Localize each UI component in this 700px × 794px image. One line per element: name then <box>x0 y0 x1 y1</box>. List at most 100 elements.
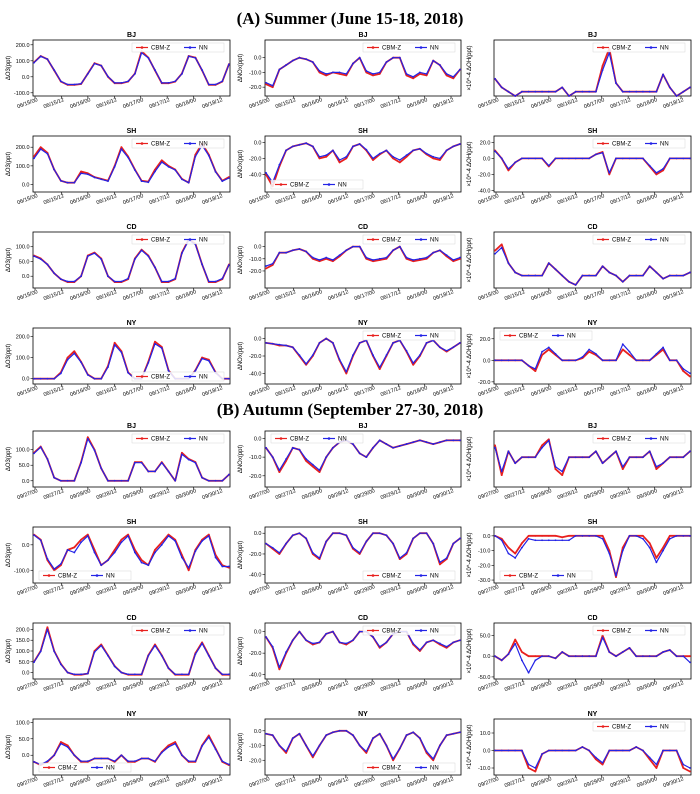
data-point-nn <box>160 347 163 349</box>
chart-panel-A-BJ-O3: BJ -100.0 0.0 100.0 200.0 ΔO3(ppt) 06/15/00 06/… <box>6 32 231 110</box>
data-point-nn <box>405 734 408 737</box>
data-point-nn <box>601 636 604 639</box>
data-point-nn <box>201 745 204 747</box>
x-tick-label: 06/16/12 <box>557 97 579 110</box>
data-point-nn <box>107 757 109 760</box>
panel-title: SH <box>358 519 368 526</box>
data-point-nn <box>372 354 374 357</box>
data-point-cbm-z <box>73 350 76 353</box>
plot-frame <box>32 718 231 776</box>
x-tick-label: 06/17/12 <box>380 97 402 110</box>
data-point-nn <box>221 80 224 83</box>
data-point-cbm-z <box>507 546 510 549</box>
x-tick-label: 09/29/00 <box>583 680 605 693</box>
data-point-nn <box>412 75 415 78</box>
data-point-nn <box>53 69 56 71</box>
data-point-nn <box>133 461 136 464</box>
data-point-cbm-z <box>265 267 267 270</box>
x-tick-label: 09/28/00 <box>530 680 552 693</box>
data-point-nn <box>154 342 156 345</box>
data-point-nn <box>331 532 334 535</box>
x-tick-label: 09/30/00 <box>175 680 197 693</box>
legend-label: NN <box>660 238 669 244</box>
data-point-nn <box>181 73 183 75</box>
data-point-nn <box>621 549 624 552</box>
chart-panel-B-BJ-OH: BJ ×10^-4 ΔOH(ppt) 09/27/00 09/27/12 09/28/0… <box>467 423 692 501</box>
data-point-nn <box>405 349 408 352</box>
data-point-nn <box>365 456 368 459</box>
data-point-nn <box>494 150 496 153</box>
x-tick-label: 09/27/00 <box>249 776 271 789</box>
panel-title: NY <box>127 320 137 327</box>
data-point-cbm-z <box>66 356 69 359</box>
data-point-nn <box>100 757 103 760</box>
legend-label: CBM-Z <box>612 142 631 148</box>
x-tick-label: 09/28/00 <box>530 488 552 501</box>
data-point-nn <box>86 255 89 258</box>
y-tick-label: 0.0 <box>254 337 262 343</box>
data-point-nn <box>194 550 197 553</box>
data-point-nn <box>675 157 678 160</box>
data-point-nn <box>140 561 143 564</box>
chart-panel-B-BJ-NOx: BJ -20.0 -10.0 0.0 ΔNOx(ppt) 09/27/00 09/27/12… <box>238 423 462 501</box>
data-point-nn <box>662 651 665 653</box>
data-point-cbm-z <box>534 534 537 537</box>
x-tick-label: 06/16/00 <box>530 193 552 206</box>
legend-swatch-marker <box>188 375 192 378</box>
data-point-nn <box>80 275 82 278</box>
data-point-nn <box>520 456 523 459</box>
chart-panel-A-SH-NOx: SH -40.0 -20.0 0.0 ΔNOx(ppt) 06/15/00 06/15/12… <box>238 128 462 206</box>
y-tick-label: 0.0 <box>254 436 262 442</box>
data-point-cbm-z <box>655 557 658 559</box>
data-point-nn <box>418 439 421 442</box>
data-point-nn <box>385 256 388 259</box>
data-point-nn <box>59 479 62 482</box>
data-point-nn <box>514 462 517 465</box>
plot-frame <box>32 327 231 385</box>
data-point-nn <box>147 757 150 760</box>
data-point-nn <box>561 651 564 653</box>
data-point-nn <box>494 534 496 537</box>
data-point-nn <box>452 145 455 148</box>
data-point-cbm-z <box>500 243 503 246</box>
data-point-nn <box>100 178 103 181</box>
x-tick-label: 09/27/12 <box>43 584 65 597</box>
data-point-nn <box>642 90 644 93</box>
data-point-nn <box>615 157 617 160</box>
data-point-nn <box>425 750 428 753</box>
y-tick-label: 0.0 <box>254 630 262 636</box>
data-point-cbm-z <box>113 549 116 551</box>
data-point-nn <box>398 557 401 560</box>
data-point-nn <box>378 257 381 260</box>
legend-swatch-marker <box>601 238 605 241</box>
data-point-nn <box>154 644 156 647</box>
data-point-nn <box>265 636 267 638</box>
data-point-nn <box>285 542 287 545</box>
data-point-nn <box>73 280 76 283</box>
legend-swatch-marker <box>508 334 512 337</box>
plot-frame <box>264 39 462 97</box>
data-point-nn <box>214 280 217 283</box>
y-axis-label: ΔO3(ppt) <box>6 248 12 272</box>
x-tick-label: 09/28/12 <box>327 776 349 789</box>
x-tick-label: 06/15/12 <box>275 289 297 302</box>
data-point-nn <box>459 341 461 344</box>
data-point-nn <box>291 639 294 642</box>
data-point-cbm-z <box>372 159 374 161</box>
data-point-nn <box>127 371 130 374</box>
data-point-nn <box>291 145 294 148</box>
data-point-nn <box>494 77 496 80</box>
data-point-cbm-z <box>345 157 348 160</box>
x-tick-label: 06/17/00 <box>122 193 144 206</box>
panel-title: SH <box>127 128 137 135</box>
data-point-nn <box>689 661 691 664</box>
data-point-nn <box>265 542 267 545</box>
data-point-nn <box>207 359 210 362</box>
x-tick-label: 06/18/00 <box>406 97 428 110</box>
plot-frame <box>32 526 231 584</box>
data-point-nn <box>278 251 281 254</box>
series-line-cbm-z <box>495 746 691 773</box>
x-tick-label: 09/29/12 <box>149 776 171 789</box>
x-tick-label: 09/27/00 <box>17 584 39 597</box>
data-point-nn <box>187 673 190 676</box>
